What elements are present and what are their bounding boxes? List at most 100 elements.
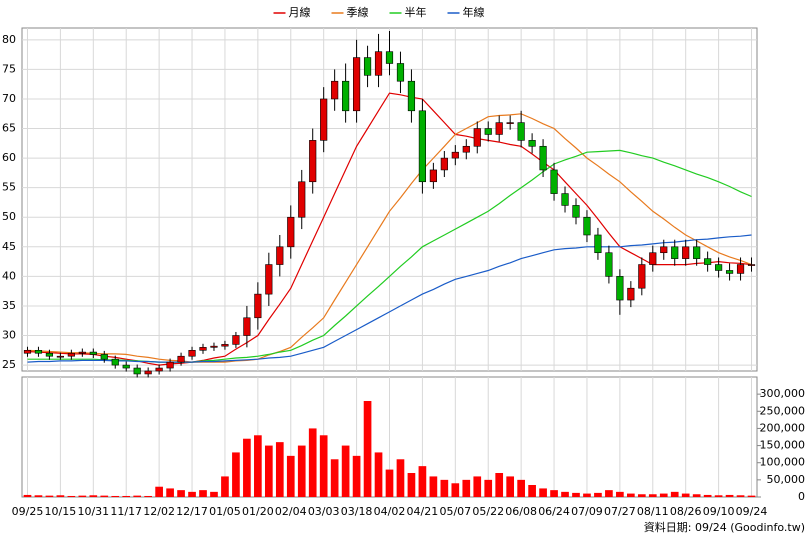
y-tick-label: 25	[2, 358, 16, 371]
y-tick-label: 50	[2, 210, 16, 223]
volume-bar	[188, 491, 196, 497]
candle-body	[407, 80, 416, 112]
candle-body	[254, 293, 262, 319]
volume-bar	[210, 491, 218, 497]
y2-tick-label: 0	[798, 490, 805, 503]
candle-body	[89, 351, 97, 355]
candle-body	[704, 258, 712, 265]
volume-bar	[23, 494, 32, 497]
candle-body	[265, 264, 273, 295]
volume-bar	[396, 459, 405, 497]
candle-body	[111, 358, 119, 366]
volume-bar	[133, 495, 142, 497]
volume-bar	[659, 493, 668, 497]
footnote: 資料日期: 09/24 (Goodinfo.tw)	[644, 520, 805, 534]
candle-body	[133, 367, 141, 375]
x-tick-label: 07/27	[604, 505, 636, 518]
y-tick-label: 60	[2, 151, 16, 164]
volume-bar	[462, 479, 471, 497]
volume-bar	[605, 490, 613, 497]
candle-body	[682, 246, 690, 259]
candle-body	[594, 234, 602, 254]
candle-body	[78, 351, 86, 354]
volume-bar	[111, 495, 120, 497]
volume-bar	[56, 495, 65, 497]
volume-bar	[637, 494, 646, 497]
volume-bar	[89, 495, 98, 497]
candle-body	[100, 354, 108, 360]
candle-body	[385, 51, 394, 64]
candle-body	[298, 181, 306, 218]
candle-body	[747, 264, 756, 266]
y2-tick-label: 50,000	[767, 473, 806, 486]
x-tick-label: 03/18	[341, 505, 373, 518]
candle-body	[144, 370, 152, 375]
volume-bar	[670, 491, 679, 497]
x-tick-label: 12/17	[176, 505, 208, 518]
candle-body	[715, 264, 723, 271]
volume-bar	[286, 455, 295, 497]
y-tick-label: 45	[2, 240, 16, 253]
volume-bar	[429, 476, 438, 497]
ma-line	[27, 234, 752, 363]
candle-body	[199, 347, 207, 351]
candle-body	[561, 193, 569, 206]
volume-bar	[177, 490, 185, 497]
y-tick-label: 55	[2, 181, 16, 194]
legend-label: 半年	[405, 5, 427, 19]
volume-bar	[155, 486, 163, 497]
candle-body	[210, 345, 218, 348]
candle-body	[484, 128, 492, 135]
legend-label: 年線	[463, 5, 485, 19]
volume-bar	[254, 435, 262, 497]
y-tick-label: 80	[2, 33, 16, 46]
volume-bar	[297, 445, 306, 497]
volume-bar	[275, 442, 284, 497]
volume-bar	[199, 490, 207, 497]
candle-body	[221, 344, 229, 347]
x-tick-label: 05/07	[439, 505, 471, 518]
candle-body	[374, 51, 383, 76]
volume-bar	[330, 459, 339, 497]
candle-body	[56, 355, 64, 358]
volume-bar	[308, 428, 317, 497]
candle-body	[725, 270, 734, 274]
y-tick-label: 40	[2, 269, 16, 282]
y2-tick-label: 150,000	[760, 439, 806, 452]
volume-bar	[319, 435, 328, 497]
x-tick-label: 07/09	[571, 505, 603, 518]
x-tick-label: 08/26	[670, 505, 702, 518]
candle-body	[34, 350, 43, 354]
volume-bar	[166, 488, 174, 497]
candle-body	[649, 252, 657, 265]
x-tick-label: 01/05	[209, 505, 241, 518]
y-tick-label: 75	[2, 62, 16, 75]
ma-line	[27, 92, 752, 366]
candle-body	[517, 122, 525, 141]
volume-bar	[363, 401, 372, 497]
volume-bar	[67, 495, 76, 497]
candle-body	[429, 169, 437, 183]
volume-bar	[385, 469, 394, 497]
candle-body	[342, 80, 350, 112]
volume-bar	[232, 452, 240, 497]
volume-bar	[517, 479, 525, 497]
x-tick-label: 11/17	[110, 505, 142, 518]
y-tick-label: 70	[2, 92, 16, 105]
x-tick-label: 08/11	[637, 505, 669, 518]
ma-line	[27, 113, 752, 363]
y2-tick-label: 300,000	[760, 387, 806, 400]
candle-body	[352, 57, 361, 112]
candle-body	[550, 169, 558, 194]
volume-bar	[484, 479, 493, 497]
candle-body	[539, 145, 547, 171]
volume-bar	[616, 491, 624, 497]
volume-bar	[572, 492, 580, 497]
candle-body	[166, 361, 174, 369]
candle-body	[638, 264, 646, 289]
legend-label: 季線	[347, 5, 369, 19]
candle-body	[616, 276, 624, 301]
candle-body	[396, 63, 405, 82]
x-tick-label: 02/04	[275, 505, 307, 518]
y2-tick-label: 250,000	[760, 404, 806, 417]
